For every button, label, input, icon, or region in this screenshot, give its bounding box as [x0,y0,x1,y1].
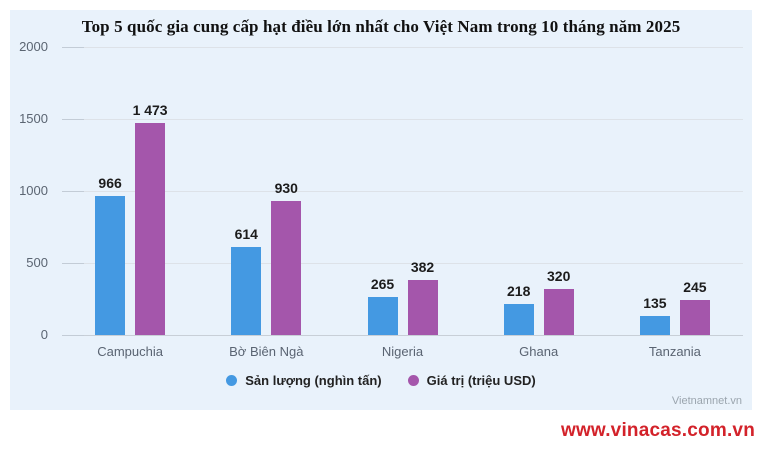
legend: Sản lượng (nghìn tấn) Giá trị (triệu USD) [10,370,752,390]
gridline-2000 [62,47,743,48]
category-label-nigeria: Nigeria [381,344,424,359]
y-axis-tick-500 [62,263,84,264]
bar-gia-tri-trieu-usd--campuchia[interactable] [135,122,166,335]
bar-san-luong-nghin-tan--tanzania[interactable] [639,315,670,335]
bar-value-label-san-luong-nghin-tan--campuchia: 966 [98,174,122,191]
vietnamnet-watermark: Vietnamnet.vn [671,395,742,407]
bar-value-label-san-luong-nghin-tan--ghana: 218 [507,282,531,299]
category-label-ghana: Ghana [519,344,559,359]
legend-item-gia-tri-trieu-usd-[interactable]: Giá trị (triệu USD) [407,372,536,388]
bar-san-luong-nghin-tan--campuchia[interactable] [95,195,126,335]
bar-gia-tri-trieu-usd--tanzania[interactable] [679,299,710,335]
category-label-bo-bien-nga: Bờ Biên Ngà [229,344,304,359]
vinacas-watermark: www.vinacas.com.vn [560,420,755,441]
bar-san-luong-nghin-tan--ghana[interactable] [503,303,534,335]
y-axis-tick-2000 [62,47,84,48]
chart-title: Top 5 quốc gia cung cấp hạt điều lớn nhấ… [81,17,681,36]
bar-value-label-san-luong-nghin-tan--nigeria: 265 [370,275,395,292]
y-axis-tick-1000 [62,191,84,192]
y-axis-label-0: 0 [40,327,48,342]
gridline-1000 [62,191,743,192]
y-axis-label-500: 500 [26,255,48,270]
y-axis-label-1500: 1500 [19,111,48,126]
gridline-500 [62,263,743,264]
bar-gia-tri-trieu-usd--bo-bien-nga[interactable] [271,201,302,335]
chart-panel: Top 5 quốc gia cung cấp hạt điều lớn nhấ… [10,10,752,410]
category-label-campuchia: Campuchia [97,344,163,359]
bar-gia-tri-trieu-usd--nigeria[interactable] [407,279,438,335]
bar-value-label-gia-tri-trieu-usd--ghana: 320 [547,267,571,284]
bar-value-label-gia-tri-trieu-usd--campuchia: 1 473 [132,101,168,118]
bar-value-label-gia-tri-trieu-usd--nigeria: 382 [410,258,435,275]
y-axis-tick-1500 [62,119,84,120]
y-axis-label-2000: 2000 [19,39,48,54]
bar-value-label-gia-tri-trieu-usd--tanzania: 245 [683,278,707,295]
gridline-1500 [62,119,743,120]
y-axis-tick-0 [62,335,84,336]
legend-item-san-luong-nghin-tan-[interactable]: Sản lượng (nghìn tấn) [226,372,382,388]
bar-gia-tri-trieu-usd--ghana[interactable] [543,288,574,335]
bar-value-label-san-luong-nghin-tan--bo-bien-nga: 614 [234,225,258,242]
legend-marker-icon [407,374,419,386]
bar-san-luong-nghin-tan--nigeria[interactable] [367,296,398,335]
plot-area: 0 500 1000 1500 2000 Campuchia 966 1 473 Bờ Biên… [10,10,752,410]
bar-san-luong-nghin-tan--bo-bien-nga[interactable] [231,246,262,335]
legend-label: Giá trị (triệu USD) [426,372,536,388]
bar-value-label-san-luong-nghin-tan--tanzania: 135 [643,294,667,311]
category-label-tanzania: Tanzania [648,344,701,359]
legend-label: Sản lượng (nghìn tấn) [245,372,382,388]
bar-value-label-gia-tri-trieu-usd--bo-bien-nga: 930 [274,180,298,197]
y-axis-label-1000: 1000 [19,183,48,198]
legend-marker-icon [226,374,238,386]
gridline-0 [62,335,743,336]
